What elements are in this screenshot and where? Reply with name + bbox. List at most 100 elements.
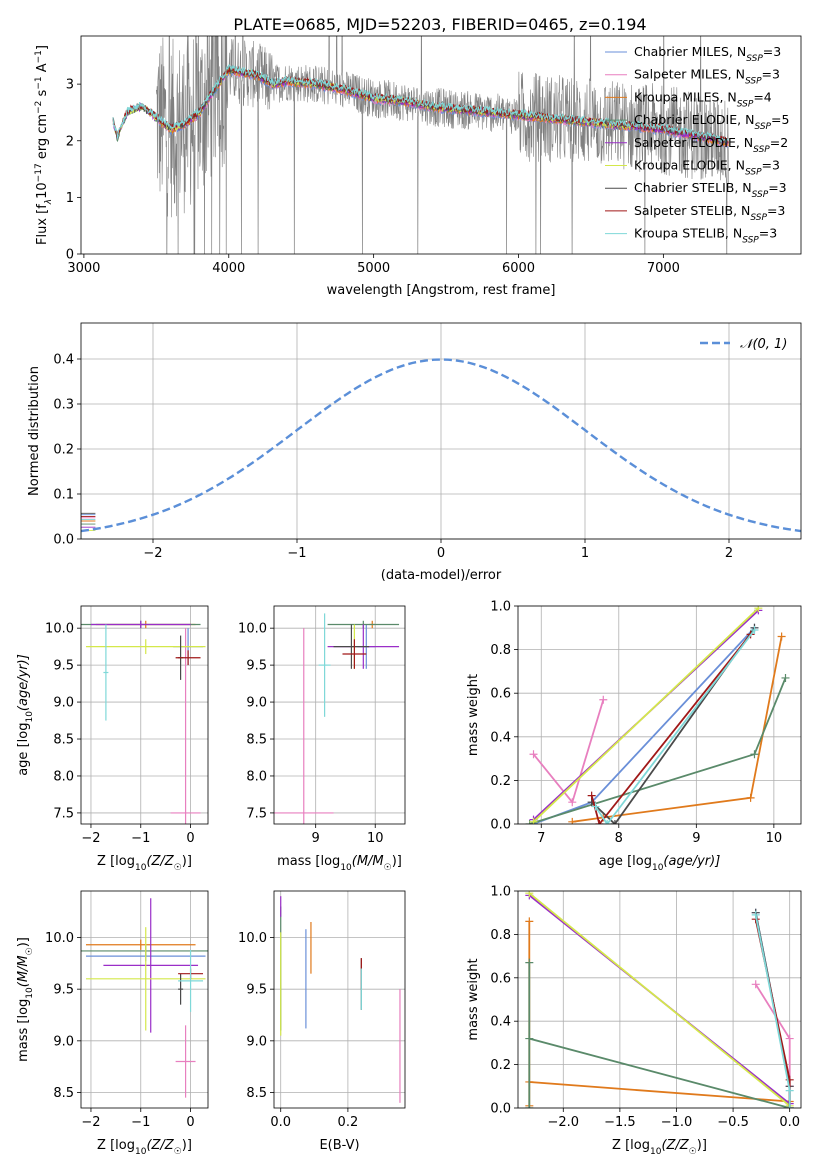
y-tick-label: 0.4 xyxy=(53,353,74,368)
x-tick-label: 10 xyxy=(766,831,783,846)
x-tick-label: 6000 xyxy=(502,261,535,276)
legend-label-normal: 𝒩(0, 1) xyxy=(740,337,787,352)
age-vs-Z-y-axis-label: age [log10(age/yr)] xyxy=(16,654,35,776)
y-tick-label: 9.0 xyxy=(53,696,74,711)
weight-line xyxy=(528,962,790,1108)
weight-point xyxy=(754,606,763,613)
legend-label-salpeter-miles: Salpeter MILES, NSSP=3 xyxy=(634,67,780,87)
y-tick-label: 9.5 xyxy=(246,983,267,998)
y-tick-label: 8.5 xyxy=(246,1086,267,1101)
legend-label-kroupa-elodie: Kroupa ELODIE, NSSP=3 xyxy=(634,158,780,178)
weight-point xyxy=(610,820,619,824)
x-tick-label: 5000 xyxy=(357,261,390,276)
x-tick-label: −1.0 xyxy=(661,1115,693,1130)
weight-point xyxy=(525,917,534,926)
legend-label-chabrier-elodie: Chabrier ELODIE, NSSP=5 xyxy=(634,112,789,132)
spectrum-plot-area xyxy=(112,36,729,254)
x-tick-label: 9 xyxy=(312,831,320,846)
y-tick-label: 0.2 xyxy=(53,443,74,458)
y-tick-label: 0.0 xyxy=(490,818,511,833)
y-tick-label: 0.6 xyxy=(490,687,511,702)
x-tick-label: 0.0 xyxy=(779,1115,800,1130)
weight-point xyxy=(750,625,759,634)
x-tick-label: −2 xyxy=(81,831,100,846)
weight-point xyxy=(529,817,538,824)
weight-line xyxy=(572,636,783,823)
mass-vs-ebv-plot-area xyxy=(280,896,401,1103)
weight-series-kroupa-miles xyxy=(568,632,786,824)
x-tick-label: 10 xyxy=(367,831,384,846)
age-vs-Z-panel: −2 −1 0 7.5 8.0 8.5 9.0 9.5 10.0 Z [log10(Z/Z☉)] a… xyxy=(16,605,209,873)
axes-frame xyxy=(80,35,802,255)
y-tick-label: 0.8 xyxy=(490,643,511,658)
weight-line xyxy=(528,921,790,1106)
y-tick-label: 0.2 xyxy=(490,774,511,789)
weight-line xyxy=(590,633,752,824)
weight-point xyxy=(781,673,790,682)
weight-series-salpeter-miles xyxy=(529,695,608,807)
mass-vs-ebv-panel: 0.0 0.2 8.5 9.0 9.5 10.0 E(B-V) xyxy=(238,890,406,1153)
axes-frame xyxy=(273,605,406,825)
age-vs-mass-panel: 9 10 7.5 8.0 8.5 9.0 9.5 10.0 mass [log10(M/M☉)] xyxy=(238,605,406,873)
age-vs-Z-plot-area xyxy=(81,620,206,824)
mass-vs-Z-plot-area xyxy=(81,898,208,1098)
x-tick-label: 9 xyxy=(692,831,700,846)
x-tick-label: −2 xyxy=(81,1115,100,1130)
weight-point xyxy=(525,958,534,967)
legend-label-salpeter-stelib: Salpeter STELIB, NSSP=3 xyxy=(634,203,785,223)
y-tick-label: 8.5 xyxy=(53,733,74,748)
y-tick-label: 10.0 xyxy=(238,931,267,946)
weight-series-kroupa-stelib xyxy=(591,625,759,824)
age-vs-Z-x-axis-label: Z [log10(Z/Z☉)] xyxy=(97,854,192,873)
hist-step-chabrier-elodie xyxy=(81,523,96,539)
legend-label-chabrier-miles: Chabrier MILES, NSSP=3 xyxy=(634,44,781,64)
x-tick-label: 0 xyxy=(186,831,194,846)
weight-series-chabrier-elodie xyxy=(525,958,794,1108)
errorbar-salpeter-miles xyxy=(274,628,334,824)
weight-point xyxy=(785,1034,794,1043)
y-tick-label: 10.0 xyxy=(45,622,74,637)
spectrum-data-line xyxy=(156,36,729,254)
errorbar-kroupa-miles xyxy=(85,939,196,950)
weight-point xyxy=(785,1086,794,1095)
figure-title: PLATE=0685, MJD=52203, FIBERID=0465, z=0… xyxy=(233,15,646,34)
weight-vs-age-y-axis-label: mass weight xyxy=(466,674,481,756)
y-tick-label: 0.2 xyxy=(490,1058,511,1073)
y-tick-label: 9.5 xyxy=(53,659,74,674)
y-tick-label: 0.6 xyxy=(490,971,511,986)
errorbar-salpeter-stelib xyxy=(175,650,201,666)
axes-frame xyxy=(517,890,802,1109)
y-tick-label: 0.0 xyxy=(53,533,74,548)
y-tick-label: 7.5 xyxy=(53,806,74,821)
weight-vs-Z-panel: −2.0 −1.5 −1.0 −0.5 0.0 0.0 0.2 0.4 0.6 0.8 1.0 Z [… xyxy=(466,885,802,1157)
y-tick-label: 3 xyxy=(66,78,74,93)
x-tick-label: 1 xyxy=(581,546,589,561)
legend-label-kroupa-stelib: Kroupa STELIB, NSSP=3 xyxy=(634,226,777,246)
axes-frame xyxy=(273,890,406,1109)
y-tick-label: 8.5 xyxy=(246,733,267,748)
weight-vs-age-plot-area xyxy=(525,606,790,824)
legend-label-chabrier-stelib: Chabrier STELIB, NSSP=3 xyxy=(634,180,787,200)
errorbar-kroupa-stelib xyxy=(178,949,204,1012)
model-line-kroupa-stelib xyxy=(112,64,729,144)
hist-step-chabrier-stelib xyxy=(81,512,96,539)
weight-point xyxy=(591,802,600,811)
y-tick-label: 9.0 xyxy=(246,1034,267,1049)
residuals-y-axis-label: Normed distribution xyxy=(27,366,42,496)
weight-point xyxy=(529,750,538,759)
errorbar-salpeter-miles xyxy=(170,628,201,824)
x-tick-label: −2.0 xyxy=(547,1115,579,1130)
weight-point xyxy=(599,695,608,704)
y-tick-label: 0.1 xyxy=(53,488,74,503)
spectrum-y-axis-label: Flux [fλ10−17 erg cm−2 s−1 A−1] xyxy=(34,45,54,245)
hist-step-kroupa-stelib xyxy=(81,519,96,539)
y-tick-label: 9.5 xyxy=(53,983,74,998)
axes-frame xyxy=(80,605,209,825)
x-tick-label: 2 xyxy=(725,546,733,561)
hist-step-salpeter-elodie xyxy=(81,526,96,539)
x-tick-label: −1 xyxy=(131,831,150,846)
errorbar-kroupa-elodie xyxy=(85,927,206,1031)
y-tick-label: 2 xyxy=(66,134,74,149)
x-tick-label: −0.5 xyxy=(717,1115,749,1130)
